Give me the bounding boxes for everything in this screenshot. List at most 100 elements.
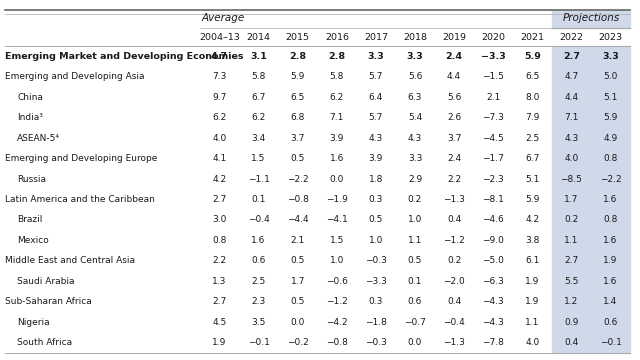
Text: Sub-Saharan Africa: Sub-Saharan Africa xyxy=(5,297,92,306)
Text: −8.5: −8.5 xyxy=(561,175,582,184)
Text: 5.9: 5.9 xyxy=(604,113,618,122)
Text: 1.0: 1.0 xyxy=(369,236,383,245)
Text: 2.2: 2.2 xyxy=(447,175,461,184)
Text: 4.2: 4.2 xyxy=(212,175,227,184)
Text: 1.6: 1.6 xyxy=(604,195,618,204)
Text: −2.2: −2.2 xyxy=(600,175,621,184)
Text: 3.1: 3.1 xyxy=(250,52,267,61)
Text: 8.0: 8.0 xyxy=(525,93,540,102)
Text: 5.4: 5.4 xyxy=(408,113,422,122)
Text: 0.1: 0.1 xyxy=(408,277,422,286)
Text: 7.1: 7.1 xyxy=(564,113,579,122)
Text: 5.8: 5.8 xyxy=(252,72,266,81)
Text: −4.2: −4.2 xyxy=(326,318,348,327)
Text: 0.5: 0.5 xyxy=(291,154,305,163)
Text: 4.3: 4.3 xyxy=(408,134,422,143)
Text: 5.7: 5.7 xyxy=(369,113,383,122)
Text: 4.7: 4.7 xyxy=(564,72,579,81)
Text: −1.8: −1.8 xyxy=(365,318,387,327)
Text: 0.8: 0.8 xyxy=(604,154,618,163)
Text: 5.9: 5.9 xyxy=(524,52,541,61)
Text: −0.7: −0.7 xyxy=(404,318,426,327)
Text: 1.4: 1.4 xyxy=(604,297,618,306)
Text: 7.3: 7.3 xyxy=(212,72,227,81)
Text: 0.3: 0.3 xyxy=(369,297,383,306)
Text: 1.7: 1.7 xyxy=(564,195,579,204)
Text: 4.5: 4.5 xyxy=(212,318,227,327)
Text: −1.3: −1.3 xyxy=(443,195,465,204)
Text: 5.6: 5.6 xyxy=(408,72,422,81)
Text: 5.7: 5.7 xyxy=(369,72,383,81)
Text: 6.4: 6.4 xyxy=(369,93,383,102)
Text: −1.2: −1.2 xyxy=(444,236,465,245)
Text: 2.7: 2.7 xyxy=(212,297,227,306)
Text: 2019: 2019 xyxy=(442,32,466,41)
Text: 2.5: 2.5 xyxy=(252,277,266,286)
Bar xyxy=(552,10,630,28)
Text: 3.3: 3.3 xyxy=(408,154,422,163)
Text: 3.5: 3.5 xyxy=(252,318,266,327)
Text: 6.7: 6.7 xyxy=(525,154,540,163)
Text: 0.4: 0.4 xyxy=(447,216,461,225)
Text: 0.1: 0.1 xyxy=(252,195,266,204)
Text: 0.5: 0.5 xyxy=(408,256,422,265)
Text: 2.8: 2.8 xyxy=(289,52,307,61)
Text: 6.1: 6.1 xyxy=(525,256,540,265)
Text: Emerging and Developing Europe: Emerging and Developing Europe xyxy=(5,154,157,163)
Text: 3.9: 3.9 xyxy=(369,154,383,163)
Text: 1.6: 1.6 xyxy=(604,236,618,245)
Text: Emerging Market and Developing Economies: Emerging Market and Developing Economies xyxy=(5,52,243,61)
Text: 2.3: 2.3 xyxy=(252,297,266,306)
Text: 5.9: 5.9 xyxy=(291,72,305,81)
Text: 4.0: 4.0 xyxy=(212,134,227,143)
Text: 4.2: 4.2 xyxy=(525,216,540,225)
Text: 1.1: 1.1 xyxy=(525,318,540,327)
Text: 6.7: 6.7 xyxy=(252,93,266,102)
Text: 0.9: 0.9 xyxy=(564,318,579,327)
Text: 1.2: 1.2 xyxy=(564,297,579,306)
Text: 5.1: 5.1 xyxy=(525,175,540,184)
Text: 2.9: 2.9 xyxy=(408,175,422,184)
Text: 1.9: 1.9 xyxy=(525,277,540,286)
Text: −4.6: −4.6 xyxy=(483,216,504,225)
Text: −1.9: −1.9 xyxy=(326,195,348,204)
Text: 5.9: 5.9 xyxy=(525,195,540,204)
Text: 2.1: 2.1 xyxy=(291,236,305,245)
Text: −4.3: −4.3 xyxy=(483,318,504,327)
Text: 0.5: 0.5 xyxy=(291,297,305,306)
Text: −5.0: −5.0 xyxy=(483,256,504,265)
Text: 2018: 2018 xyxy=(403,32,427,41)
Text: 6.5: 6.5 xyxy=(291,93,305,102)
Text: 7.1: 7.1 xyxy=(330,113,344,122)
Text: 4.0: 4.0 xyxy=(525,338,540,347)
Text: 2023: 2023 xyxy=(598,32,623,41)
Text: 4.4: 4.4 xyxy=(447,72,461,81)
Text: −1.3: −1.3 xyxy=(443,338,465,347)
Text: 0.5: 0.5 xyxy=(369,216,383,225)
Text: 2004–13: 2004–13 xyxy=(199,32,240,41)
Text: 5.6: 5.6 xyxy=(447,93,461,102)
Text: 2.4: 2.4 xyxy=(445,52,463,61)
Text: 4.4: 4.4 xyxy=(564,93,579,102)
Text: 2.1: 2.1 xyxy=(486,93,500,102)
Text: Brazil: Brazil xyxy=(17,216,42,225)
Text: Latin America and the Caribbean: Latin America and the Caribbean xyxy=(5,195,155,204)
Text: 2.8: 2.8 xyxy=(328,52,346,61)
Text: −2.3: −2.3 xyxy=(483,175,504,184)
Text: 2015: 2015 xyxy=(285,32,310,41)
Text: 1.9: 1.9 xyxy=(525,297,540,306)
Text: 5.5: 5.5 xyxy=(564,277,579,286)
Text: −2.0: −2.0 xyxy=(444,277,465,286)
Text: −0.6: −0.6 xyxy=(326,277,348,286)
Text: 0.0: 0.0 xyxy=(408,338,422,347)
Text: Emerging and Developing Asia: Emerging and Developing Asia xyxy=(5,72,145,81)
Text: −1.7: −1.7 xyxy=(483,154,504,163)
Text: 4.7: 4.7 xyxy=(211,52,228,61)
Text: −0.1: −0.1 xyxy=(248,338,269,347)
Text: 2.2: 2.2 xyxy=(212,256,227,265)
Text: South Africa: South Africa xyxy=(17,338,72,347)
Text: 9.7: 9.7 xyxy=(212,93,227,102)
Text: 3.9: 3.9 xyxy=(330,134,344,143)
Text: 2.7: 2.7 xyxy=(212,195,227,204)
Text: 0.6: 0.6 xyxy=(252,256,266,265)
